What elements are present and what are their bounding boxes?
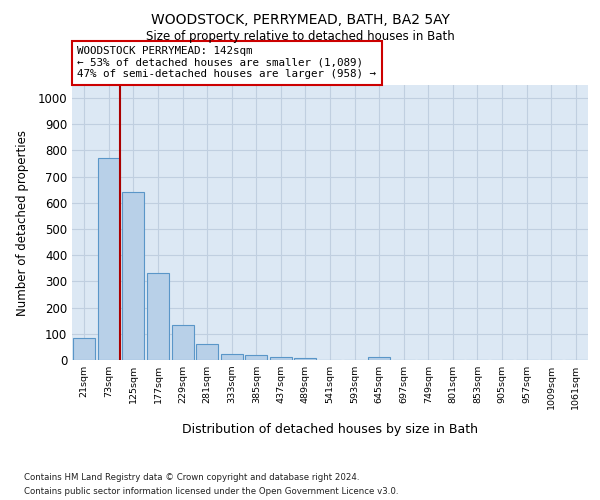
Y-axis label: Number of detached properties: Number of detached properties xyxy=(16,130,29,316)
Bar xyxy=(98,158,120,360)
Bar xyxy=(147,273,169,360)
Text: Size of property relative to detached houses in Bath: Size of property relative to detached ho… xyxy=(146,30,454,43)
Text: Contains public sector information licensed under the Open Government Licence v3: Contains public sector information licen… xyxy=(24,488,398,496)
Bar xyxy=(196,344,218,360)
Bar xyxy=(122,192,145,360)
Bar xyxy=(295,358,316,360)
Bar xyxy=(73,338,95,360)
X-axis label: Distribution of detached houses by size in Bath: Distribution of detached houses by size … xyxy=(182,423,478,436)
Bar xyxy=(270,358,292,360)
Bar xyxy=(368,358,390,360)
Bar xyxy=(172,324,194,360)
Bar xyxy=(245,356,268,360)
Text: WOODSTOCK PERRYMEAD: 142sqm
← 53% of detached houses are smaller (1,089)
47% of : WOODSTOCK PERRYMEAD: 142sqm ← 53% of det… xyxy=(77,46,376,80)
Text: WOODSTOCK, PERRYMEAD, BATH, BA2 5AY: WOODSTOCK, PERRYMEAD, BATH, BA2 5AY xyxy=(151,12,449,26)
Bar xyxy=(221,354,243,360)
Text: Contains HM Land Registry data © Crown copyright and database right 2024.: Contains HM Land Registry data © Crown c… xyxy=(24,472,359,482)
